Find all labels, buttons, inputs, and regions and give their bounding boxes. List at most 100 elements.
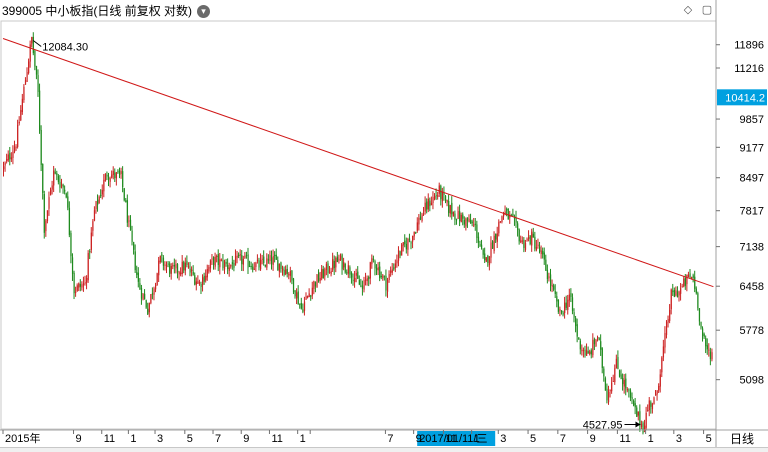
candle-body bbox=[648, 400, 650, 411]
candle-body bbox=[466, 217, 469, 222]
candle-body bbox=[307, 295, 309, 298]
candle-body bbox=[562, 312, 564, 315]
candle-body bbox=[176, 264, 179, 273]
candle-body bbox=[118, 170, 121, 175]
candle-body bbox=[324, 269, 326, 277]
candle-body bbox=[697, 293, 699, 309]
candle-body bbox=[231, 262, 234, 264]
candle-body bbox=[534, 236, 536, 249]
candle-body bbox=[10, 157, 13, 160]
candle-body bbox=[100, 194, 102, 197]
candle-body bbox=[311, 287, 313, 296]
candle-body bbox=[366, 278, 368, 282]
x-tick-label: 7 bbox=[387, 433, 393, 445]
y-tick-label: 8497 bbox=[740, 173, 764, 185]
candle-body bbox=[214, 256, 216, 267]
candle-body bbox=[101, 189, 103, 195]
candle-body bbox=[669, 309, 671, 321]
candle-body bbox=[553, 285, 555, 290]
candle-body bbox=[209, 260, 212, 269]
candle-body bbox=[570, 293, 572, 297]
candle-body bbox=[427, 198, 429, 210]
candle-body bbox=[537, 244, 539, 247]
candle-body bbox=[521, 240, 523, 242]
candle-body bbox=[70, 233, 72, 257]
candle-body bbox=[609, 390, 611, 392]
candle-body bbox=[705, 338, 707, 347]
candle-body bbox=[499, 221, 502, 223]
candle-body bbox=[517, 223, 519, 230]
candle-body bbox=[549, 274, 552, 286]
candle-body bbox=[325, 263, 328, 270]
candle-body bbox=[490, 242, 492, 258]
candle-body bbox=[318, 272, 320, 282]
candle-body bbox=[139, 283, 141, 290]
candle-body bbox=[673, 289, 676, 297]
candle-body bbox=[335, 257, 337, 268]
x-tick-label: 9 bbox=[76, 433, 82, 445]
candle-body bbox=[565, 302, 567, 308]
candle-body bbox=[283, 269, 285, 275]
candle-body bbox=[3, 166, 5, 170]
candle-body bbox=[197, 281, 199, 284]
candle-body bbox=[173, 265, 176, 267]
candle-body bbox=[590, 350, 592, 355]
candle-body bbox=[575, 317, 577, 327]
candle-body bbox=[261, 258, 263, 260]
candle-body bbox=[120, 171, 122, 174]
candle-body bbox=[435, 195, 437, 197]
candle-body bbox=[592, 339, 594, 356]
candle-body bbox=[642, 422, 644, 433]
x-tick-label: 11 bbox=[619, 433, 630, 445]
candle-body bbox=[579, 340, 581, 350]
candle-body bbox=[702, 328, 704, 337]
candle-body bbox=[687, 274, 690, 278]
candle-body bbox=[531, 231, 533, 246]
candle-body bbox=[698, 308, 701, 322]
candle-body bbox=[346, 272, 348, 274]
x-tick-label: 5 bbox=[706, 433, 712, 445]
candle-body bbox=[444, 195, 447, 202]
square-icon[interactable]: ▢ bbox=[701, 4, 713, 16]
candle-body bbox=[310, 295, 312, 297]
candle-body bbox=[192, 271, 194, 275]
candle-body bbox=[56, 173, 58, 176]
chevron-down-icon[interactable]: ▾ bbox=[197, 5, 210, 18]
candle-body bbox=[604, 378, 607, 391]
candle-body bbox=[242, 258, 245, 265]
candle-body bbox=[175, 263, 177, 269]
candle-body bbox=[571, 297, 574, 312]
candle-body bbox=[211, 258, 213, 260]
candle-body bbox=[333, 260, 335, 269]
candle-body bbox=[145, 300, 147, 308]
candle-body bbox=[87, 253, 89, 281]
x-tick-label: 11 bbox=[445, 433, 456, 445]
diamond-icon[interactable]: ◇ bbox=[683, 4, 693, 16]
candle-body bbox=[462, 214, 464, 219]
candle-body bbox=[21, 98, 24, 112]
candle-body bbox=[418, 217, 420, 225]
candle-body bbox=[354, 277, 356, 283]
candle-body bbox=[676, 291, 679, 298]
x-tick-label: 1 bbox=[648, 433, 654, 445]
candle-body bbox=[540, 250, 542, 254]
candle-body bbox=[53, 170, 55, 186]
x-tick-label: 9 bbox=[416, 433, 422, 445]
candle-body bbox=[170, 266, 172, 274]
candle-body bbox=[158, 260, 160, 276]
candle-body bbox=[252, 266, 254, 270]
candle-body bbox=[198, 282, 201, 284]
candle-body bbox=[332, 259, 334, 270]
candle-body bbox=[117, 170, 119, 173]
candle-body bbox=[156, 273, 158, 286]
candle-body bbox=[350, 272, 353, 278]
candle-body bbox=[515, 217, 517, 223]
candle-body bbox=[195, 281, 197, 285]
candle-body bbox=[637, 411, 639, 416]
candle-body bbox=[493, 235, 495, 252]
candle-body bbox=[281, 268, 284, 271]
candle-body bbox=[115, 172, 118, 179]
candle-body bbox=[230, 264, 232, 267]
candle-body bbox=[300, 302, 302, 309]
